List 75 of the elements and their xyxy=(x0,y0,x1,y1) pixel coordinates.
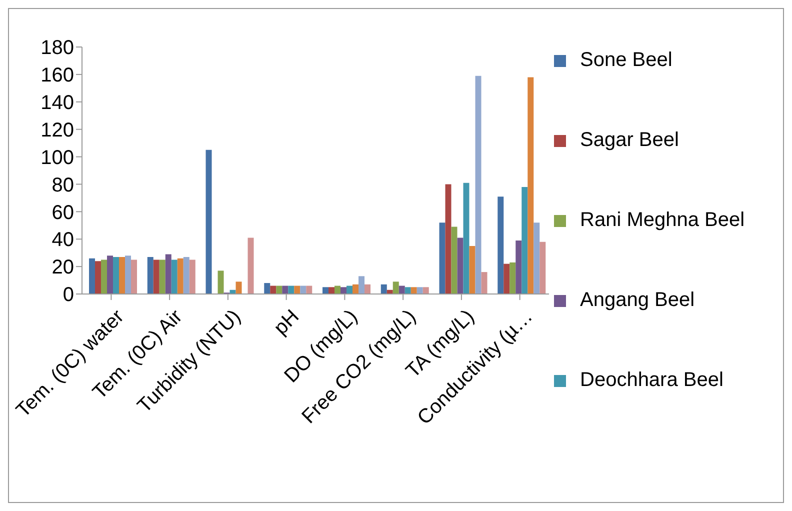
bar xyxy=(177,258,184,294)
bar xyxy=(171,260,178,294)
bar xyxy=(270,286,276,294)
legend-label: Deochhara Beel xyxy=(580,369,724,392)
bar xyxy=(282,286,288,294)
bar xyxy=(451,226,458,294)
bar xyxy=(439,222,446,294)
bar xyxy=(236,282,242,294)
legend-label: Sagar Beel xyxy=(580,129,679,152)
bar xyxy=(206,150,212,294)
bar xyxy=(457,238,464,294)
bar xyxy=(189,260,196,294)
bar xyxy=(294,286,300,294)
y-tick-label: 80 xyxy=(52,174,74,196)
bar xyxy=(306,286,312,294)
bar xyxy=(352,284,359,294)
y-tick-label: 60 xyxy=(52,202,74,224)
y-tick-label: 120 xyxy=(40,119,74,142)
legend-label: Sone Beel xyxy=(580,49,672,72)
bar xyxy=(322,287,329,294)
bar xyxy=(147,256,154,294)
bar xyxy=(276,286,282,294)
bar xyxy=(300,286,306,294)
y-tick-label: 140 xyxy=(40,92,74,114)
y-tick-label: 0 xyxy=(62,284,74,306)
bar xyxy=(346,286,353,294)
bar xyxy=(153,260,160,294)
bar xyxy=(516,240,522,294)
y-tick-label: 180 xyxy=(40,37,74,60)
legend-label: Angang Beel xyxy=(580,289,695,312)
bar xyxy=(125,256,132,294)
bar xyxy=(159,260,166,294)
bar xyxy=(416,287,423,294)
bar xyxy=(334,286,341,294)
y-tick-label: 160 xyxy=(40,64,74,87)
bar xyxy=(380,284,387,294)
bar xyxy=(288,286,294,294)
bar xyxy=(95,261,102,294)
bar xyxy=(131,260,138,294)
bar xyxy=(392,282,399,294)
bar xyxy=(510,262,516,294)
y-tick-label: 40 xyxy=(52,229,74,252)
bar xyxy=(328,287,335,294)
bar xyxy=(358,276,365,294)
bar xyxy=(463,182,470,294)
bar xyxy=(89,258,96,294)
bar xyxy=(469,246,476,294)
bar xyxy=(113,256,120,294)
bar xyxy=(107,256,114,294)
y-tick-label: 20 xyxy=(52,256,74,279)
x-tick-label: pH xyxy=(270,306,304,340)
bar xyxy=(165,254,172,294)
bar xyxy=(475,76,482,294)
bar xyxy=(445,184,452,294)
bar xyxy=(504,264,510,294)
bar xyxy=(404,287,411,294)
bar xyxy=(498,196,504,294)
bar xyxy=(398,286,405,294)
bar xyxy=(422,287,429,294)
bar xyxy=(522,186,528,294)
legend-label: Rani Meghna Beel xyxy=(580,209,745,232)
bar xyxy=(218,270,224,294)
y-tick-label: 100 xyxy=(40,146,74,169)
bar xyxy=(410,287,417,294)
bar xyxy=(183,256,190,294)
bar xyxy=(248,238,254,294)
bar xyxy=(119,256,126,294)
bar xyxy=(264,283,270,294)
bar xyxy=(481,272,488,294)
bar xyxy=(540,242,546,294)
bar xyxy=(528,77,534,294)
bar xyxy=(340,287,347,294)
bar xyxy=(364,284,371,294)
bar xyxy=(101,260,108,294)
bar xyxy=(534,222,540,294)
